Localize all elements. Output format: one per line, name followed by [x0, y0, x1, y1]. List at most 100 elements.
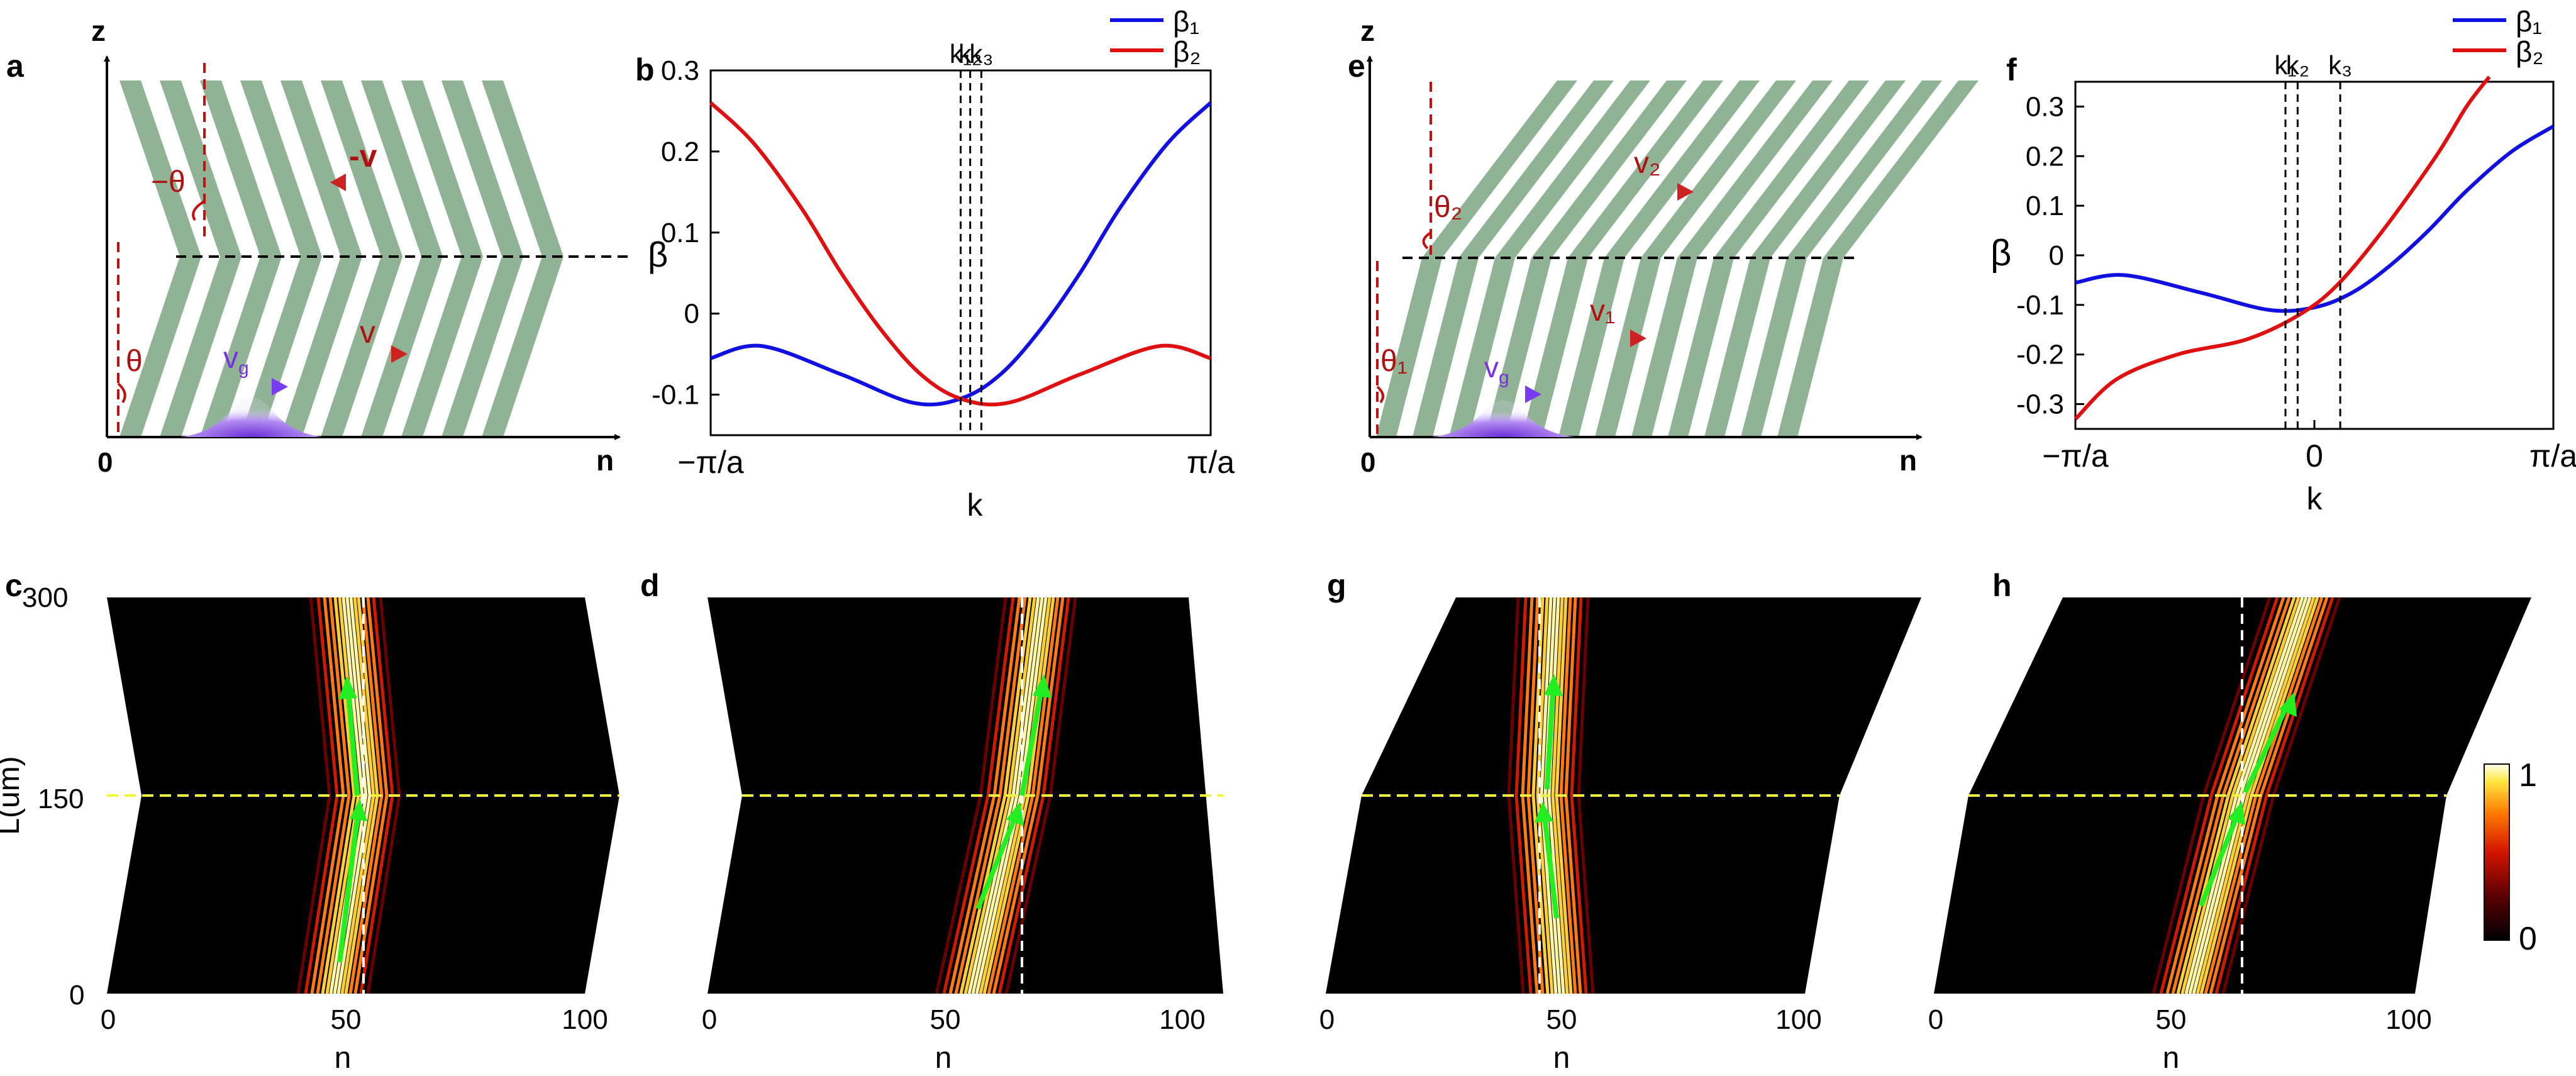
stripe-top-e [1531, 80, 1687, 258]
x-axis-label-f: k [2307, 481, 2323, 516]
velocity-arrowhead-top-a [330, 174, 346, 191]
green-arrow-top-h [2243, 700, 2292, 794]
y-axis-label-c: L(um) [0, 756, 26, 835]
green-arrowhead-bottom-h [2228, 801, 2245, 825]
legend-label-beta2-b: β₂ [1173, 35, 1201, 68]
stripe-bottom-a [441, 257, 523, 437]
stripe-top-a [441, 80, 523, 257]
theta-arc-bottom-a [117, 382, 126, 404]
band-curve-beta2-f [2074, 75, 2491, 421]
x-tick-label-b: −π/a [677, 445, 744, 480]
stripe-bottom-e [1704, 258, 1770, 437]
stripe-top-e [1787, 80, 1942, 258]
y-tick-label-f: 0 [2049, 240, 2064, 271]
stripe-bottom-a [160, 257, 242, 437]
theta-arc-top-a [192, 200, 206, 221]
y-tick-label-f: -0.2 [2016, 340, 2064, 370]
y-tick-label-f: 0.2 [2026, 141, 2064, 172]
green-arrow-top-d [1019, 682, 1045, 796]
y-tick-label-f: 0.3 [2026, 91, 2064, 122]
intensity-map-g [1326, 597, 1921, 994]
y-axis-label-f: β [1990, 233, 2011, 274]
beam-line-d [992, 597, 1065, 994]
y-tick-label-b: 0.3 [661, 55, 699, 86]
k-label-3-f: k₃ [2328, 50, 2352, 80]
stripes-e [1376, 80, 1979, 437]
panel-h: h 0 50 100 n [1928, 568, 2531, 1075]
z-label-a: z [91, 14, 106, 47]
x-tick-h-50: 50 [2156, 1004, 2187, 1035]
panel-c: c 300 150 0 L(um) 0 50 100 n [0, 568, 619, 1075]
x-tick-d-100: 100 [1159, 1004, 1205, 1035]
panel-letter-b: b [635, 52, 655, 87]
stripe-bottom-a [482, 257, 564, 437]
beam-line-g [1514, 597, 1533, 994]
y-tick-label-f: 0.1 [2026, 191, 2064, 221]
origin-label-a: 0 [97, 447, 113, 478]
x-axis-label-h: n [2163, 1041, 2180, 1073]
green-arrowhead-top-d [1033, 674, 1052, 698]
panel-d: d 0 50 100 n [640, 568, 1223, 1075]
colorbar-min-label: 0 [2519, 921, 2537, 957]
stripe-bottom-e [1413, 258, 1479, 437]
velocity-label-bottom-e: v₁ [1590, 294, 1615, 328]
beam-line-h [2214, 597, 2334, 994]
band-curve-beta1-f [2075, 125, 2555, 313]
theta-arc-top-e [1422, 231, 1432, 250]
y-tick-c-150: 150 [38, 784, 84, 814]
group-velocity-arrowhead-e [1525, 385, 1541, 403]
x-tick-label-f: −π/a [2042, 438, 2109, 474]
stripe-top-a [482, 80, 564, 257]
stripe-top-a [200, 80, 282, 257]
beam-line-c [353, 597, 389, 994]
legend-label-beta1-b: β₁ [1173, 5, 1199, 38]
velocity-arrowhead-bottom-e [1630, 330, 1646, 347]
stripe-top-e [1568, 80, 1723, 258]
legend-label-beta2-f: β₂ [2516, 35, 2543, 68]
green-arrow-bottom-g [1541, 811, 1559, 919]
x-tick-d-50: 50 [930, 1004, 961, 1035]
ticks-b: 0.3 0.2 0.1 0 -0.1 −π/a π/a [652, 55, 1235, 480]
x-tick-h-100: 100 [2385, 1004, 2431, 1035]
stripe-top-e [1750, 80, 1906, 258]
x-tick-g-50: 50 [1546, 1004, 1577, 1035]
x-tick-h-0: 0 [1928, 1004, 1943, 1035]
stripe-top-e [1714, 80, 1869, 258]
stripe-top-a [401, 80, 483, 257]
x-tick-d-0: 0 [702, 1004, 717, 1035]
stripe-bottom-e [1668, 258, 1734, 437]
ticks-f: 0.3 0.2 0.1 0 -0.1 -0.2 -0.3 −π/a 0 π/a [2016, 91, 2576, 474]
colorbar: 1 0 [2484, 757, 2537, 957]
beam-line-g [1570, 597, 1588, 994]
x-tick-label-b: π/a [1187, 445, 1235, 480]
stripe-top-e [1641, 80, 1796, 258]
x-axis-label-c: n [335, 1041, 352, 1073]
k-label-1-b: k₁ [950, 39, 972, 69]
x-axis-label-b: k [967, 487, 984, 523]
panel-letter-a: a [6, 48, 25, 84]
y-tick-label-b: -0.1 [652, 380, 699, 411]
panel-letter-g: g [1327, 568, 1346, 603]
beam-line-d [942, 597, 1015, 994]
k-label-3-b: k₃ [969, 39, 993, 69]
x-tick-c-100: 100 [562, 1004, 608, 1035]
x-axis-label-d: n [935, 1041, 952, 1073]
stripe-bottom-e [1376, 258, 1442, 437]
legend-b: β₁ β₂ [1110, 5, 1201, 68]
green-arrowhead-bottom-d [1006, 802, 1024, 826]
y-tick-label-b: 0 [684, 299, 699, 330]
stripe-bottom-a [200, 257, 282, 437]
colorbar-max-label: 1 [2519, 757, 2537, 794]
band-curve-beta1-b [710, 101, 1212, 407]
n-label-e: n [1899, 444, 1917, 477]
beam-line-c [336, 597, 372, 994]
stripe-top-e [1495, 80, 1650, 258]
green-arrow-top-g [1545, 682, 1556, 790]
beam-line-g [1551, 597, 1569, 994]
y-tick-label-b: 0.2 [661, 136, 699, 167]
green-arrow-bottom-d [975, 810, 1020, 910]
beam-line-h [2176, 597, 2296, 994]
stripe-top-e [1604, 80, 1760, 258]
stripe-bottom-e [1631, 258, 1697, 437]
